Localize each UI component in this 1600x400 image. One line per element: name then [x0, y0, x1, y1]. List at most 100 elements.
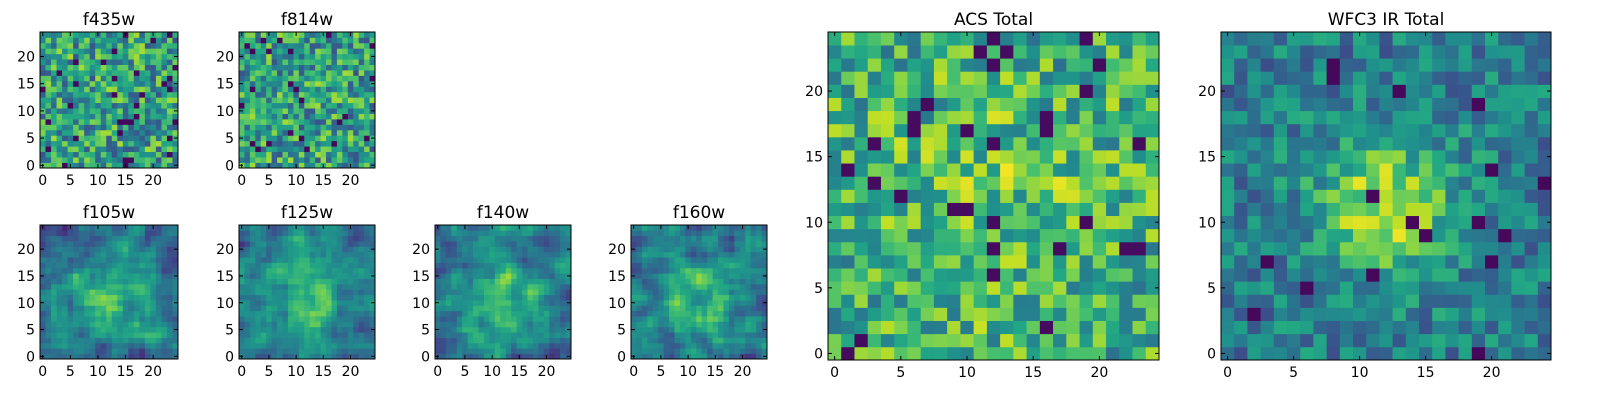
heatmap-cell — [960, 58, 974, 72]
y-tick-label: 0 — [26, 349, 35, 365]
heatmap-cell — [89, 300, 96, 306]
heatmap-cell — [1432, 333, 1446, 348]
heatmap-cell — [1221, 255, 1235, 269]
heatmap-cell — [155, 135, 162, 142]
heatmap-cell — [266, 75, 272, 82]
heatmap-cell — [271, 37, 278, 44]
heatmap-cell — [1145, 202, 1160, 217]
heatmap-cell — [462, 326, 468, 333]
heatmap-cell — [1419, 163, 1433, 177]
heatmap-cell — [880, 228, 895, 243]
heatmap-cell — [435, 337, 441, 344]
heatmap-cell — [435, 278, 441, 285]
heatmap-cell — [478, 321, 485, 328]
heatmap-cell — [139, 300, 146, 306]
heatmap-cell — [342, 97, 349, 104]
heatmap-cell — [456, 316, 463, 322]
heatmap-cell — [483, 283, 490, 290]
heatmap-cell — [161, 348, 168, 354]
heatmap-cell — [631, 251, 637, 258]
heatmap-cell — [67, 241, 74, 247]
heatmap-cell — [1000, 110, 1014, 125]
heatmap-cell — [456, 321, 463, 328]
heatmap-cell — [172, 342, 179, 349]
heatmap-cell — [56, 48, 63, 55]
heatmap-cell — [45, 113, 52, 120]
heatmap-cell — [1119, 136, 1133, 151]
heatmap-cell — [1079, 136, 1094, 151]
heatmap-cell — [451, 225, 458, 231]
heatmap-cell — [440, 267, 447, 274]
heatmap-cell — [1458, 189, 1473, 203]
heatmap-cell — [478, 235, 485, 242]
heatmap-cell — [669, 283, 675, 290]
heatmap-cell — [880, 333, 895, 348]
heatmap-cell — [298, 53, 305, 60]
heatmap-cell — [293, 113, 300, 120]
heatmap-cell — [554, 251, 561, 258]
heatmap-cell — [1313, 189, 1327, 203]
heatmap-cell — [707, 225, 713, 231]
heatmap-cell — [331, 246, 338, 253]
heatmap-cell — [369, 230, 376, 237]
heatmap-cell — [260, 273, 267, 279]
heatmap-cell — [347, 294, 354, 301]
heatmap-cell — [960, 333, 974, 348]
heatmap-cell — [166, 97, 173, 104]
heatmap-cell — [543, 310, 550, 317]
heatmap-cell — [1221, 150, 1235, 164]
heatmap-cell — [255, 342, 262, 349]
heatmap-cell — [100, 257, 107, 263]
heatmap-cell — [364, 262, 370, 269]
heatmap-cell — [84, 86, 91, 93]
heatmap-cell — [543, 273, 550, 279]
heatmap-cell — [500, 337, 507, 344]
heatmap-cell — [106, 273, 113, 279]
heatmap-cell — [122, 102, 129, 109]
heatmap-cell — [707, 257, 713, 263]
heatmap-cell — [1039, 136, 1054, 151]
heatmap-cell — [647, 348, 654, 354]
heatmap-cell — [40, 113, 46, 120]
heatmap-cell — [78, 305, 85, 312]
heatmap-cell — [723, 300, 730, 306]
heatmap-cell — [1053, 163, 1067, 177]
heatmap-cell — [304, 257, 311, 263]
heatmap-cell — [522, 267, 528, 274]
heatmap-cell — [522, 353, 528, 360]
heatmap-cell — [282, 278, 289, 285]
heatmap-cell — [249, 241, 256, 247]
heatmap-cell — [712, 289, 719, 296]
heatmap-cell — [947, 123, 961, 138]
heatmap-cell — [1106, 346, 1120, 361]
heatmap-cell — [358, 267, 365, 274]
heatmap-cell — [462, 289, 468, 296]
heatmap-cell — [277, 59, 283, 65]
heatmap-cell — [73, 310, 79, 317]
heatmap-cell — [663, 257, 670, 263]
heatmap-cell — [67, 119, 74, 125]
heatmap-cell — [166, 140, 173, 147]
heatmap-cell — [828, 45, 842, 59]
heatmap-cell — [369, 241, 376, 247]
heatmap-cell — [723, 246, 730, 253]
x-tick-label: 0 — [237, 364, 246, 380]
heatmap-cell — [364, 305, 370, 312]
heatmap-cell — [1498, 202, 1512, 217]
heatmap-cell — [331, 230, 338, 237]
heatmap-cell — [445, 273, 452, 279]
heatmap-cell — [122, 246, 129, 253]
heatmap-cell — [73, 80, 79, 87]
y-tick-label: 5 — [26, 323, 35, 339]
heatmap-cell — [326, 262, 332, 269]
heatmap-cell — [1485, 202, 1499, 217]
heatmap-cell — [500, 353, 507, 360]
heatmap-cell — [78, 162, 85, 169]
heatmap-cell — [641, 342, 648, 349]
heatmap-cell — [293, 348, 300, 354]
heatmap-cell — [293, 124, 300, 131]
heatmap-cell — [707, 267, 713, 274]
heatmap-cell — [150, 124, 157, 131]
heatmap-cell — [538, 267, 545, 274]
